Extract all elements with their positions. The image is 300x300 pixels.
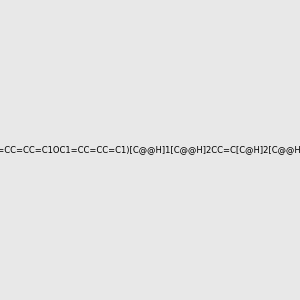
- Text: O=C(NC1=CC=CC=C1OC1=CC=CC=C1)[C@@H]1[C@@H]2CC=C[C@H]2[C@@H]1C(=O)O: O=C(NC1=CC=CC=C1OC1=CC=CC=C1)[C@@H]1[C@@…: [0, 146, 300, 154]
